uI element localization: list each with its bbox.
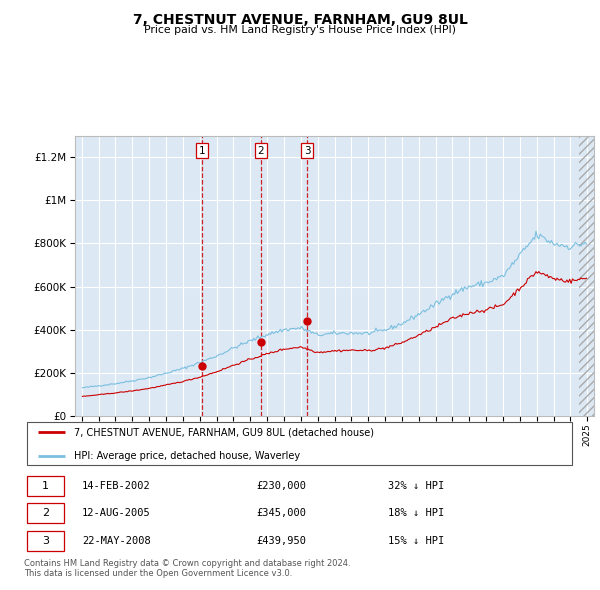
Text: 15% ↓ HPI: 15% ↓ HPI xyxy=(388,536,445,546)
Text: 7, CHESTNUT AVENUE, FARNHAM, GU9 8UL (detached house): 7, CHESTNUT AVENUE, FARNHAM, GU9 8UL (de… xyxy=(74,427,374,437)
FancyBboxPatch shape xyxy=(27,503,64,523)
Text: £439,950: £439,950 xyxy=(256,536,306,546)
Text: 1: 1 xyxy=(199,146,205,156)
Text: 22-MAY-2008: 22-MAY-2008 xyxy=(82,536,151,546)
Text: 2: 2 xyxy=(257,146,264,156)
FancyBboxPatch shape xyxy=(27,476,64,496)
Bar xyxy=(579,136,596,416)
Text: £230,000: £230,000 xyxy=(256,481,306,491)
Text: 7, CHESTNUT AVENUE, FARNHAM, GU9 8UL: 7, CHESTNUT AVENUE, FARNHAM, GU9 8UL xyxy=(133,13,467,27)
Text: 14-FEB-2002: 14-FEB-2002 xyxy=(82,481,151,491)
FancyBboxPatch shape xyxy=(27,531,64,550)
Text: 1: 1 xyxy=(42,481,49,491)
Text: Price paid vs. HM Land Registry's House Price Index (HPI): Price paid vs. HM Land Registry's House … xyxy=(144,25,456,35)
Text: 3: 3 xyxy=(304,146,311,156)
Text: 3: 3 xyxy=(42,536,49,546)
Text: HPI: Average price, detached house, Waverley: HPI: Average price, detached house, Wave… xyxy=(74,451,300,461)
Text: £345,000: £345,000 xyxy=(256,509,306,518)
Text: 12-AUG-2005: 12-AUG-2005 xyxy=(82,509,151,518)
Text: 2: 2 xyxy=(42,509,49,518)
Text: 18% ↓ HPI: 18% ↓ HPI xyxy=(388,509,445,518)
Text: 32% ↓ HPI: 32% ↓ HPI xyxy=(388,481,445,491)
Text: Contains HM Land Registry data © Crown copyright and database right 2024.: Contains HM Land Registry data © Crown c… xyxy=(24,559,350,568)
Text: This data is licensed under the Open Government Licence v3.0.: This data is licensed under the Open Gov… xyxy=(24,569,292,578)
FancyBboxPatch shape xyxy=(27,422,572,466)
